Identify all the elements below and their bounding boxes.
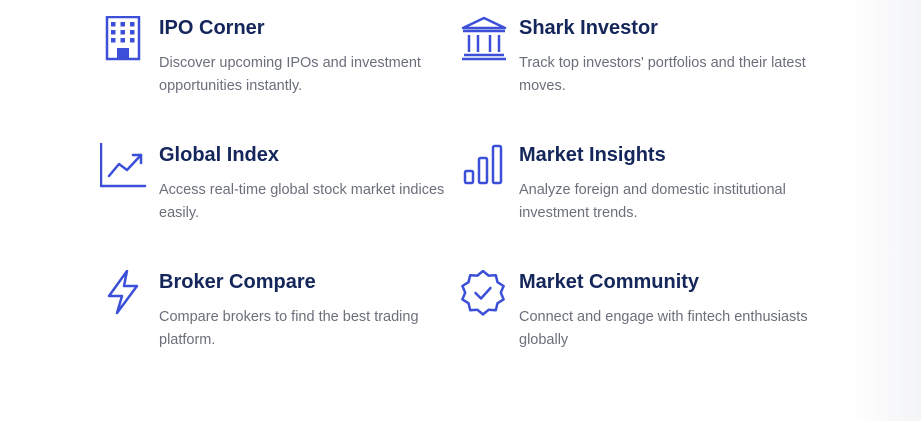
feature-description: Analyze foreign and domestic institution…	[519, 182, 786, 221]
feature-description: Connect and engage with fintech enthusia…	[519, 309, 808, 348]
right-edge-shade	[851, 0, 921, 421]
feature-title: Global Index	[159, 144, 280, 166]
feature-description: Compare brokers to find the best trading…	[159, 309, 419, 348]
trend-chart-icon	[100, 143, 148, 191]
feature-description: Track top investors' portfolios and thei…	[519, 55, 806, 94]
feature-title: IPO Corner	[159, 17, 265, 39]
feature-title: Market Insights	[519, 144, 666, 166]
feature-description: Discover upcoming IPOs and investment op…	[159, 55, 421, 94]
feature-title: Broker Compare	[159, 271, 316, 293]
feature-title: Shark Investor	[519, 17, 658, 39]
bank-icon	[460, 16, 508, 64]
feature-title: Market Community	[519, 271, 700, 293]
bar-chart-icon	[460, 143, 508, 191]
feature-description: Access real-time global stock market ind…	[159, 182, 445, 221]
verified-badge-icon	[460, 270, 508, 318]
building-icon	[100, 16, 148, 64]
lightning-icon	[100, 270, 148, 318]
